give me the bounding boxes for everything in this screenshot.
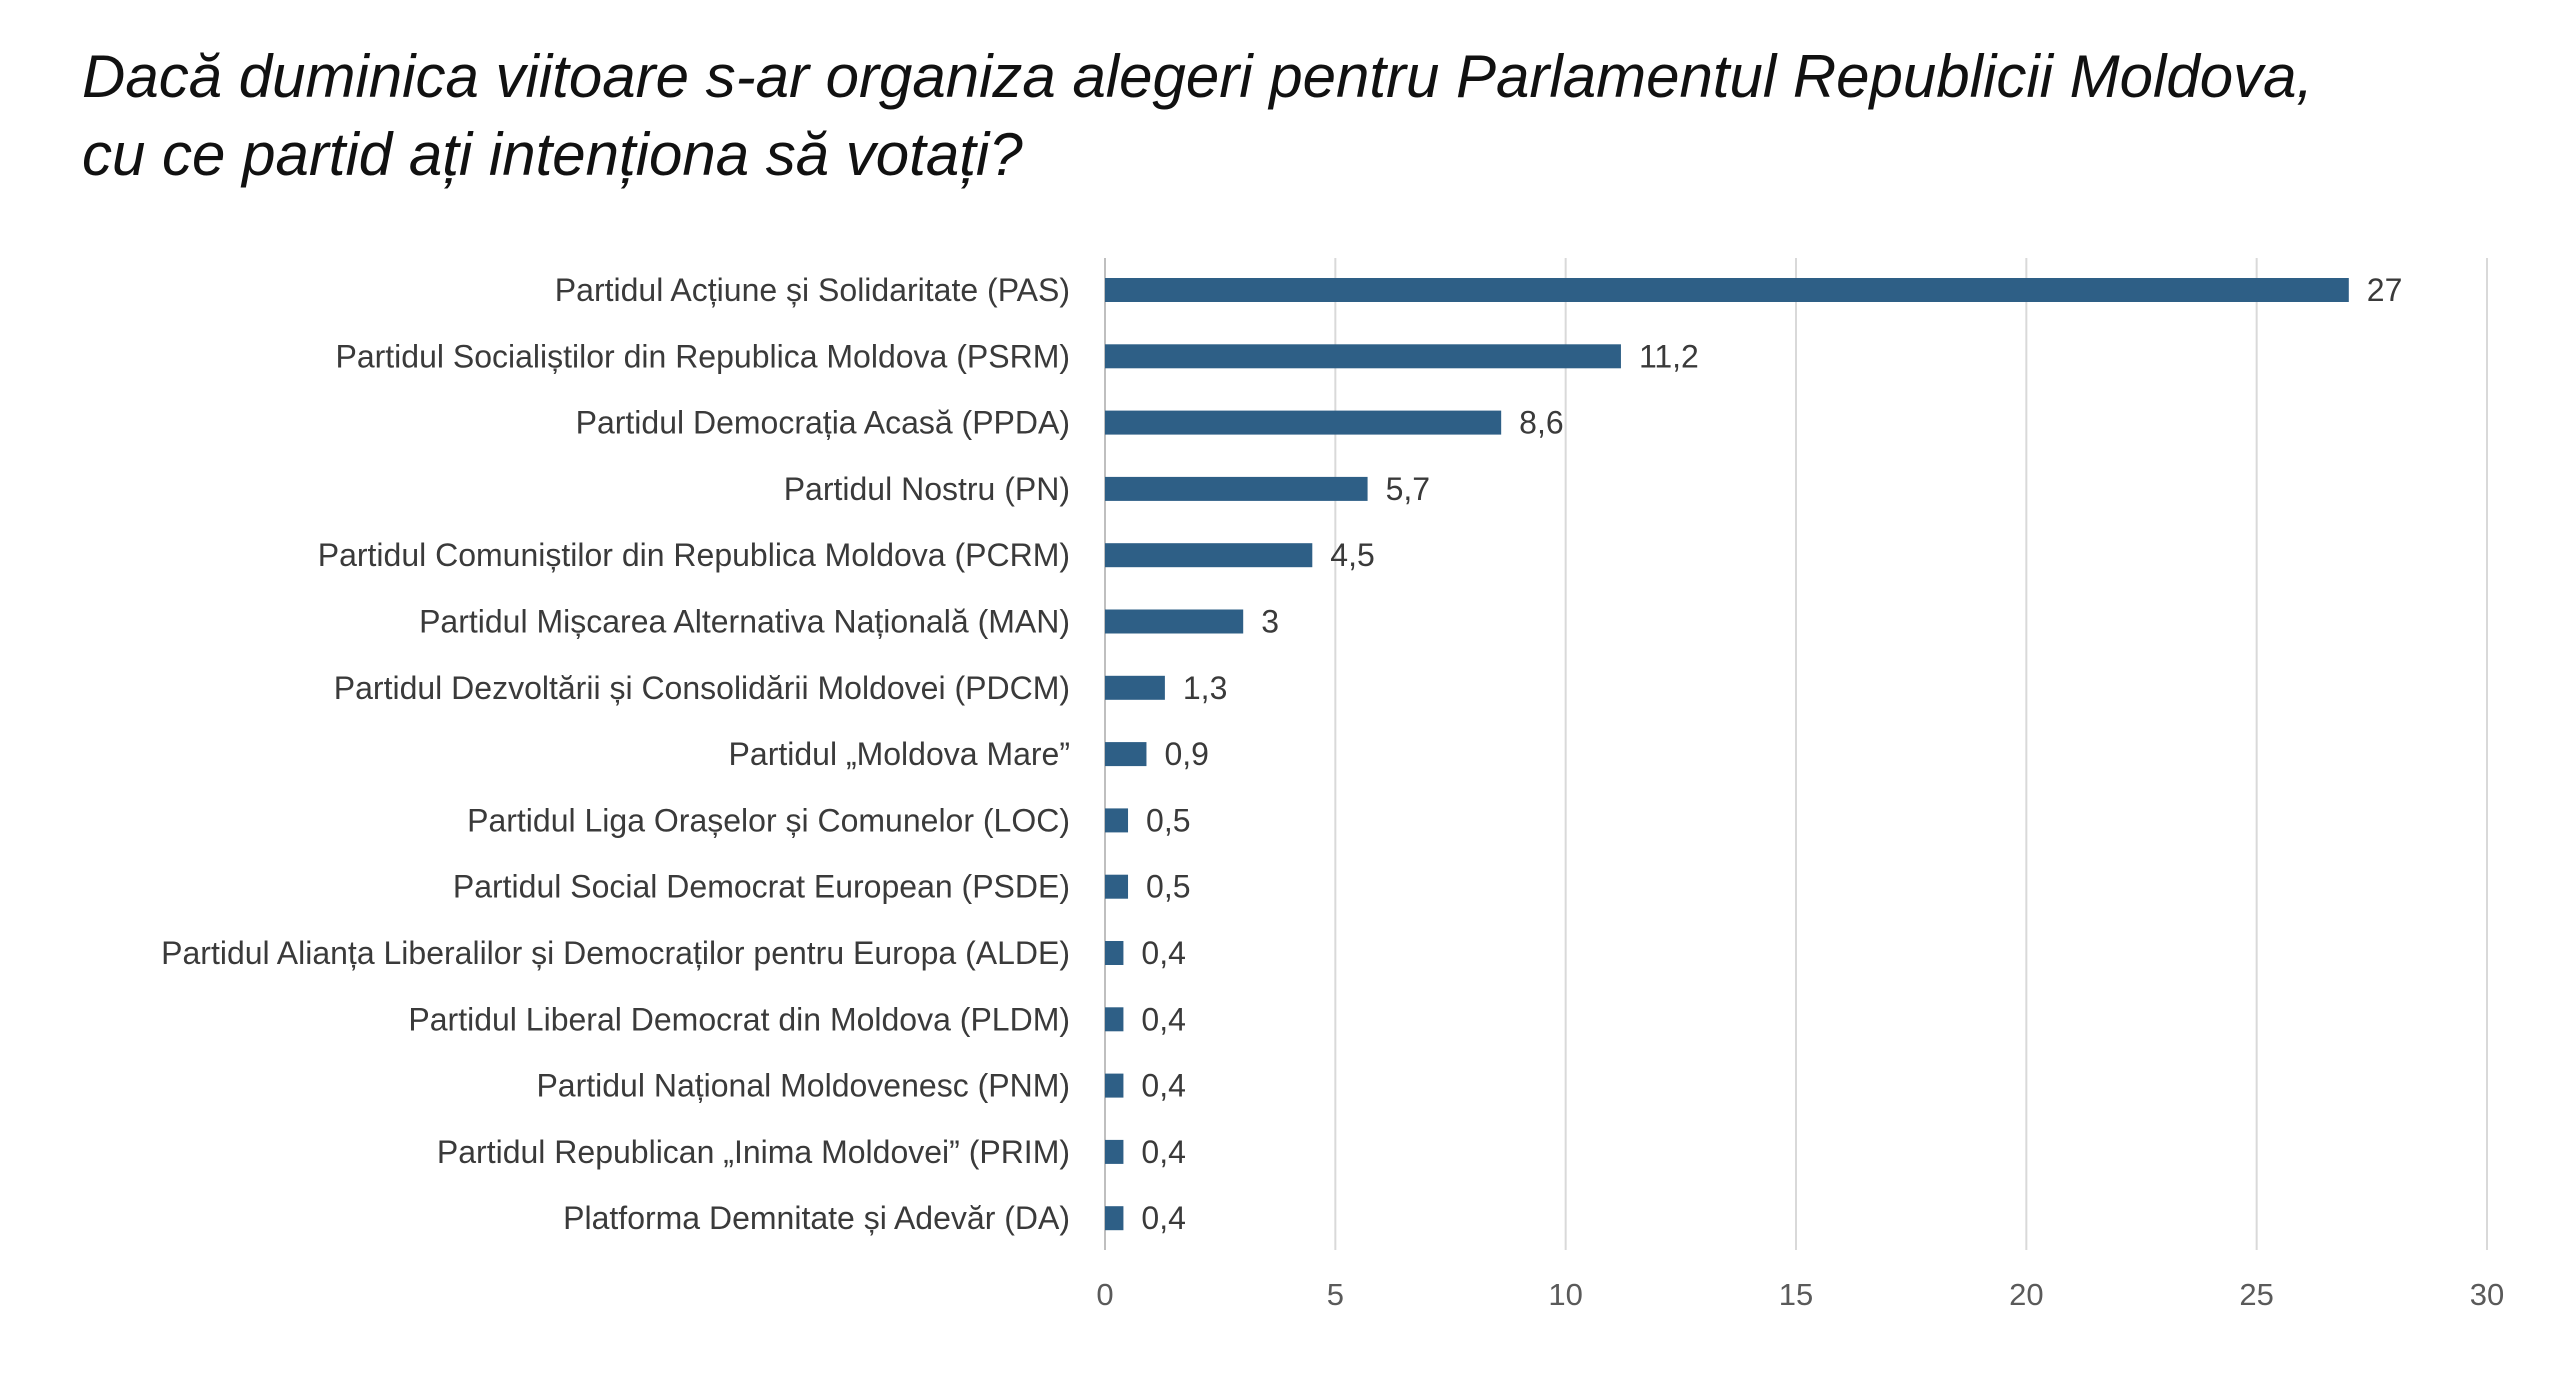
- x-tick-label: 15: [1779, 1277, 1813, 1312]
- data-label: 0,4: [1141, 1134, 1185, 1170]
- x-tick-label: 20: [2009, 1277, 2043, 1312]
- category-label: Partidul Comuniștilor din Republica Mold…: [318, 537, 1070, 573]
- category-label: Partidul Liberal Democrat din Moldova (P…: [408, 1001, 1070, 1037]
- category-label: Partidul Liga Orașelor și Comunelor (LOC…: [467, 802, 1070, 838]
- bar: [1105, 1139, 1124, 1164]
- category-label: Partidul Mișcarea Alternativa Națională …: [419, 604, 1070, 640]
- x-axis-ticks: 0 5 10 15 20 25 30: [1096, 1277, 2504, 1312]
- category-label: Partidul Socialiștilor din Republica Mol…: [335, 338, 1070, 374]
- category-label: Partidul Acțiune și Solidaritate (PAS): [555, 272, 1070, 308]
- x-tick-label: 10: [1548, 1277, 1582, 1312]
- category-label: Partidul Republican „Inima Moldovei” (PR…: [437, 1134, 1070, 1170]
- category-label: Platforma Demnitate și Adevăr (DA): [563, 1200, 1070, 1236]
- data-label: 0,4: [1141, 935, 1185, 971]
- data-label: 0,5: [1146, 802, 1190, 838]
- x-tick-label: 30: [2470, 1277, 2504, 1312]
- data-label: 27: [2367, 272, 2403, 308]
- value-labels: 27 11,2 8,6 5,7 4,5 3 1,3 0,9 0,5 0,5 0,4 0,4 0,4 0,4…: [1141, 272, 2402, 1236]
- bar: [1105, 1206, 1124, 1231]
- bar: [1105, 874, 1129, 899]
- category-label: Partidul Social Democrat European (PSDE): [453, 869, 1070, 905]
- data-label: 1,3: [1183, 670, 1227, 706]
- bar: [1105, 609, 1244, 634]
- bar: [1105, 476, 1368, 501]
- data-label: 4,5: [1330, 537, 1374, 573]
- x-tick-label: 5: [1327, 1277, 1344, 1312]
- gridlines: [1104, 258, 2488, 1250]
- data-label: 11,2: [1639, 338, 1699, 374]
- data-label: 0,9: [1164, 736, 1208, 772]
- data-label: 8,6: [1519, 405, 1563, 441]
- bar: [1105, 941, 1124, 965]
- bar: [1105, 1007, 1124, 1032]
- bar: [1105, 344, 1621, 369]
- category-label: Partidul Național Moldovenesc (PNM): [536, 1068, 1070, 1104]
- bars: [1105, 278, 2349, 1231]
- category-label: Partidul Democrația Acasă (PPDA): [576, 405, 1070, 441]
- data-label: 0,4: [1141, 1200, 1185, 1236]
- category-label: Partidul Dezvoltării și Consolidării Mol…: [334, 670, 1070, 706]
- data-label: 5,7: [1386, 471, 1430, 507]
- chart-title-line-2: cu ce partid ați intenționa să votați?: [82, 121, 1023, 188]
- category-label: Partidul Alianța Liberalilor și Democraț…: [161, 935, 1070, 971]
- data-label: 0,4: [1141, 1001, 1185, 1037]
- category-label: Partidul „Moldova Mare”: [729, 736, 1070, 772]
- bar: [1105, 742, 1147, 767]
- data-label: 0,4: [1141, 1068, 1185, 1104]
- category-label: Partidul Nostru (PN): [784, 471, 1070, 507]
- bar: [1105, 1073, 1124, 1098]
- x-tick-label: 25: [2239, 1277, 2273, 1312]
- bar: [1105, 543, 1313, 568]
- bar: [1105, 278, 2349, 302]
- bar: [1105, 808, 1129, 833]
- data-label: 0,5: [1146, 869, 1190, 905]
- chart-title-line-1: Dacă duminica viitoare s-ar organiza ale…: [82, 43, 2314, 110]
- data-label: 3: [1261, 604, 1279, 640]
- chart-title: Dacă duminica viitoare s-ar organiza ale…: [82, 38, 2522, 194]
- bar: [1105, 410, 1502, 435]
- x-tick-label: 0: [1096, 1277, 1113, 1312]
- category-labels: Partidul Acțiune și Solidaritate (PAS) Pa…: [161, 272, 1070, 1236]
- bar: [1105, 675, 1165, 700]
